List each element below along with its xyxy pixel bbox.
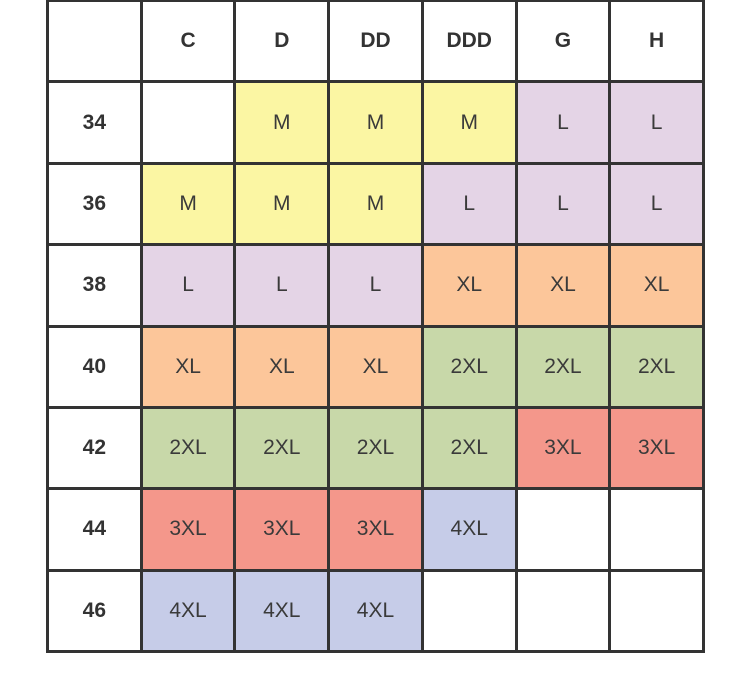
- column-header-cup: C: [142, 2, 234, 81]
- size-cell: [142, 83, 234, 162]
- row-header-band: 36: [49, 164, 140, 244]
- size-cell: 3XL: [517, 408, 609, 488]
- size-cell: 3XL: [330, 490, 421, 569]
- size-cell: XL: [423, 246, 515, 325]
- row-header-band: 42: [49, 408, 140, 488]
- size-cell: [517, 571, 609, 650]
- size-cell: 4XL: [330, 571, 421, 650]
- size-cell: M: [330, 83, 421, 162]
- row-header-band: 38: [49, 246, 140, 325]
- size-cell: 3XL: [236, 490, 328, 569]
- size-cell: L: [517, 164, 609, 244]
- row-header-band: 44: [49, 490, 140, 569]
- size-cell: M: [236, 164, 328, 244]
- size-cell: 4XL: [142, 571, 234, 650]
- size-cell: M: [142, 164, 234, 244]
- size-cell: L: [517, 83, 609, 162]
- size-cell: L: [236, 246, 328, 325]
- size-cell: [423, 571, 515, 650]
- size-cell: 2XL: [330, 408, 421, 488]
- column-header-cup: G: [517, 2, 609, 81]
- size-cell: 3XL: [611, 408, 702, 488]
- size-cell: L: [142, 246, 234, 325]
- column-header-cup: DDD: [423, 2, 515, 81]
- size-cell: L: [330, 246, 421, 325]
- row-header-band: 46: [49, 571, 140, 650]
- size-cell: L: [611, 83, 702, 162]
- size-cell: 4XL: [236, 571, 328, 650]
- size-cell: XL: [517, 246, 609, 325]
- size-cell: [611, 490, 702, 569]
- size-cell: M: [330, 164, 421, 244]
- row-header-band: 40: [49, 327, 140, 406]
- size-cell: [517, 490, 609, 569]
- size-cell: M: [236, 83, 328, 162]
- row-header-band: 34: [49, 83, 140, 162]
- size-cell: 4XL: [423, 490, 515, 569]
- column-header-cup: H: [611, 2, 702, 81]
- size-cell: L: [423, 164, 515, 244]
- size-cell: 2XL: [517, 327, 609, 406]
- size-cell: M: [423, 83, 515, 162]
- size-cell: 2XL: [611, 327, 702, 406]
- size-cell: 2XL: [142, 408, 234, 488]
- size-cell: XL: [142, 327, 234, 406]
- size-cell: 2XL: [423, 327, 515, 406]
- column-header-cup: DD: [330, 2, 421, 81]
- column-header-cup: D: [236, 2, 328, 81]
- size-cell: 2XL: [423, 408, 515, 488]
- size-cell: XL: [236, 327, 328, 406]
- size-cell: 2XL: [236, 408, 328, 488]
- size-cell: L: [611, 164, 702, 244]
- size-chart-table: C D DD DDD G H 34 M M M L L 36 M M M L L L 38 L L L XL XL XL 40 XL X…: [46, 0, 705, 653]
- size-cell: XL: [330, 327, 421, 406]
- size-cell: 3XL: [142, 490, 234, 569]
- size-cell: [611, 571, 702, 650]
- size-cell: XL: [611, 246, 702, 325]
- corner-cell: [49, 2, 140, 81]
